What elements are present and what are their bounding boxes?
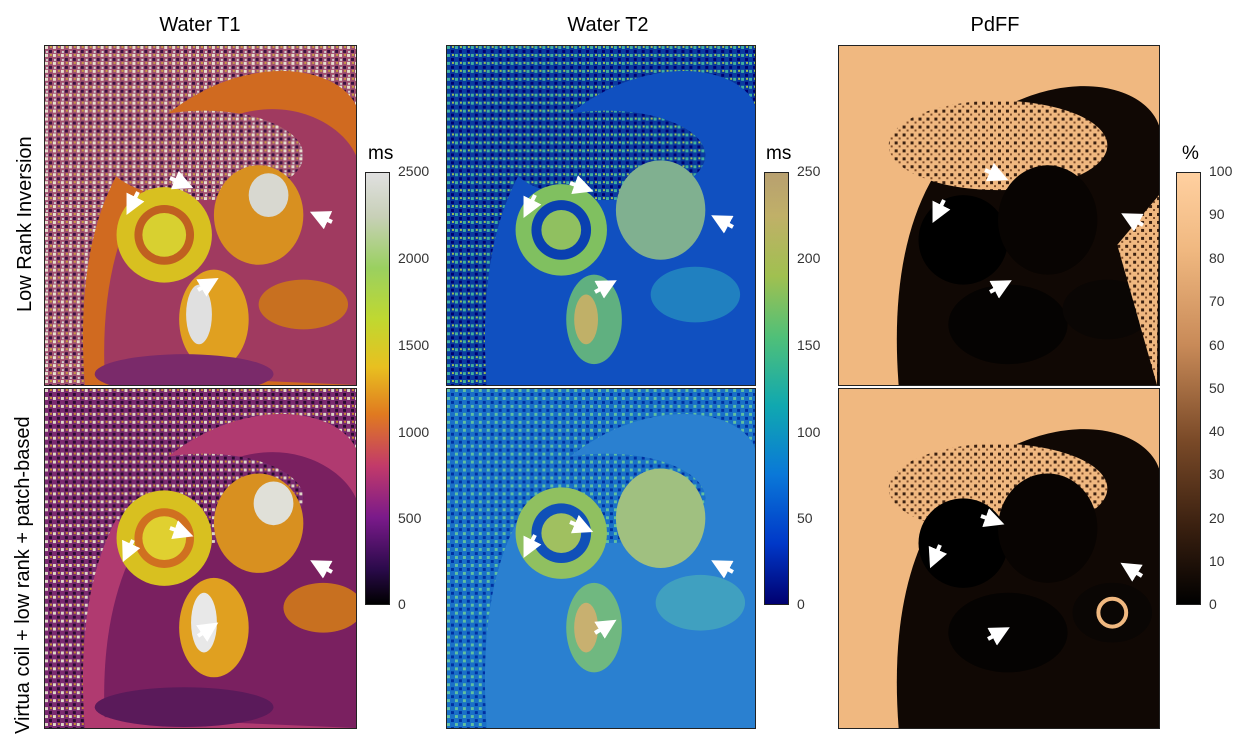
pdff-tick-60: 60 — [1209, 337, 1225, 353]
t1-tick-1500: 1500 — [398, 337, 430, 353]
t1-tick-0: 0 — [398, 596, 406, 612]
pdff-patch-based-image — [838, 388, 1160, 729]
row-label-virtual-coil: Virtua coil + low rank + patch-based — [12, 416, 34, 734]
pdff-tick-0: 0 — [1209, 596, 1217, 612]
t2-tick-50: 50 — [797, 510, 813, 526]
t1-tick-2500: 2500 — [398, 163, 430, 179]
t2-tick-250: 250 — [797, 163, 821, 179]
pdff-tick-70: 70 — [1209, 293, 1225, 309]
row-label-low-rank-inversion: Low Rank Inversion — [14, 136, 36, 312]
t2-tick-100: 100 — [797, 424, 821, 440]
t2-colorbar-unit: ms — [766, 143, 792, 164]
t1-tick-2000: 2000 — [398, 250, 430, 266]
column-title-pdff: PdFF — [970, 14, 1020, 36]
t2-colorbar — [764, 172, 789, 605]
pdff-tick-80: 80 — [1209, 250, 1225, 266]
t1-tick-500: 500 — [398, 510, 422, 526]
water-t2-low-rank-image — [446, 45, 756, 386]
pdff-colorbar — [1176, 172, 1201, 605]
water-t1-low-rank-image — [44, 45, 357, 386]
pdff-colorbar-unit: % — [1182, 143, 1199, 164]
water-t2-patch-based-image — [446, 388, 756, 729]
t2-tick-150: 150 — [797, 337, 821, 353]
pdff-tick-20: 20 — [1209, 510, 1225, 526]
column-title-water-t1: Water T1 — [159, 14, 241, 36]
t1-colorbar-unit: ms — [368, 143, 394, 164]
column-title-water-t2: Water T2 — [567, 14, 649, 36]
pdff-tick-10: 10 — [1209, 553, 1225, 569]
t1-tick-1000: 1000 — [398, 424, 430, 440]
pdff-tick-90: 90 — [1209, 206, 1225, 222]
water-t1-patch-based-image — [44, 388, 357, 729]
t1-colorbar — [365, 172, 390, 605]
pdff-tick-100: 100 — [1209, 163, 1233, 179]
pdff-tick-40: 40 — [1209, 423, 1225, 439]
pdff-low-rank-image — [838, 45, 1160, 386]
t2-tick-200: 200 — [797, 250, 821, 266]
t2-tick-0: 0 — [797, 596, 805, 612]
pdff-tick-30: 30 — [1209, 466, 1225, 482]
pdff-tick-50: 50 — [1209, 380, 1225, 396]
